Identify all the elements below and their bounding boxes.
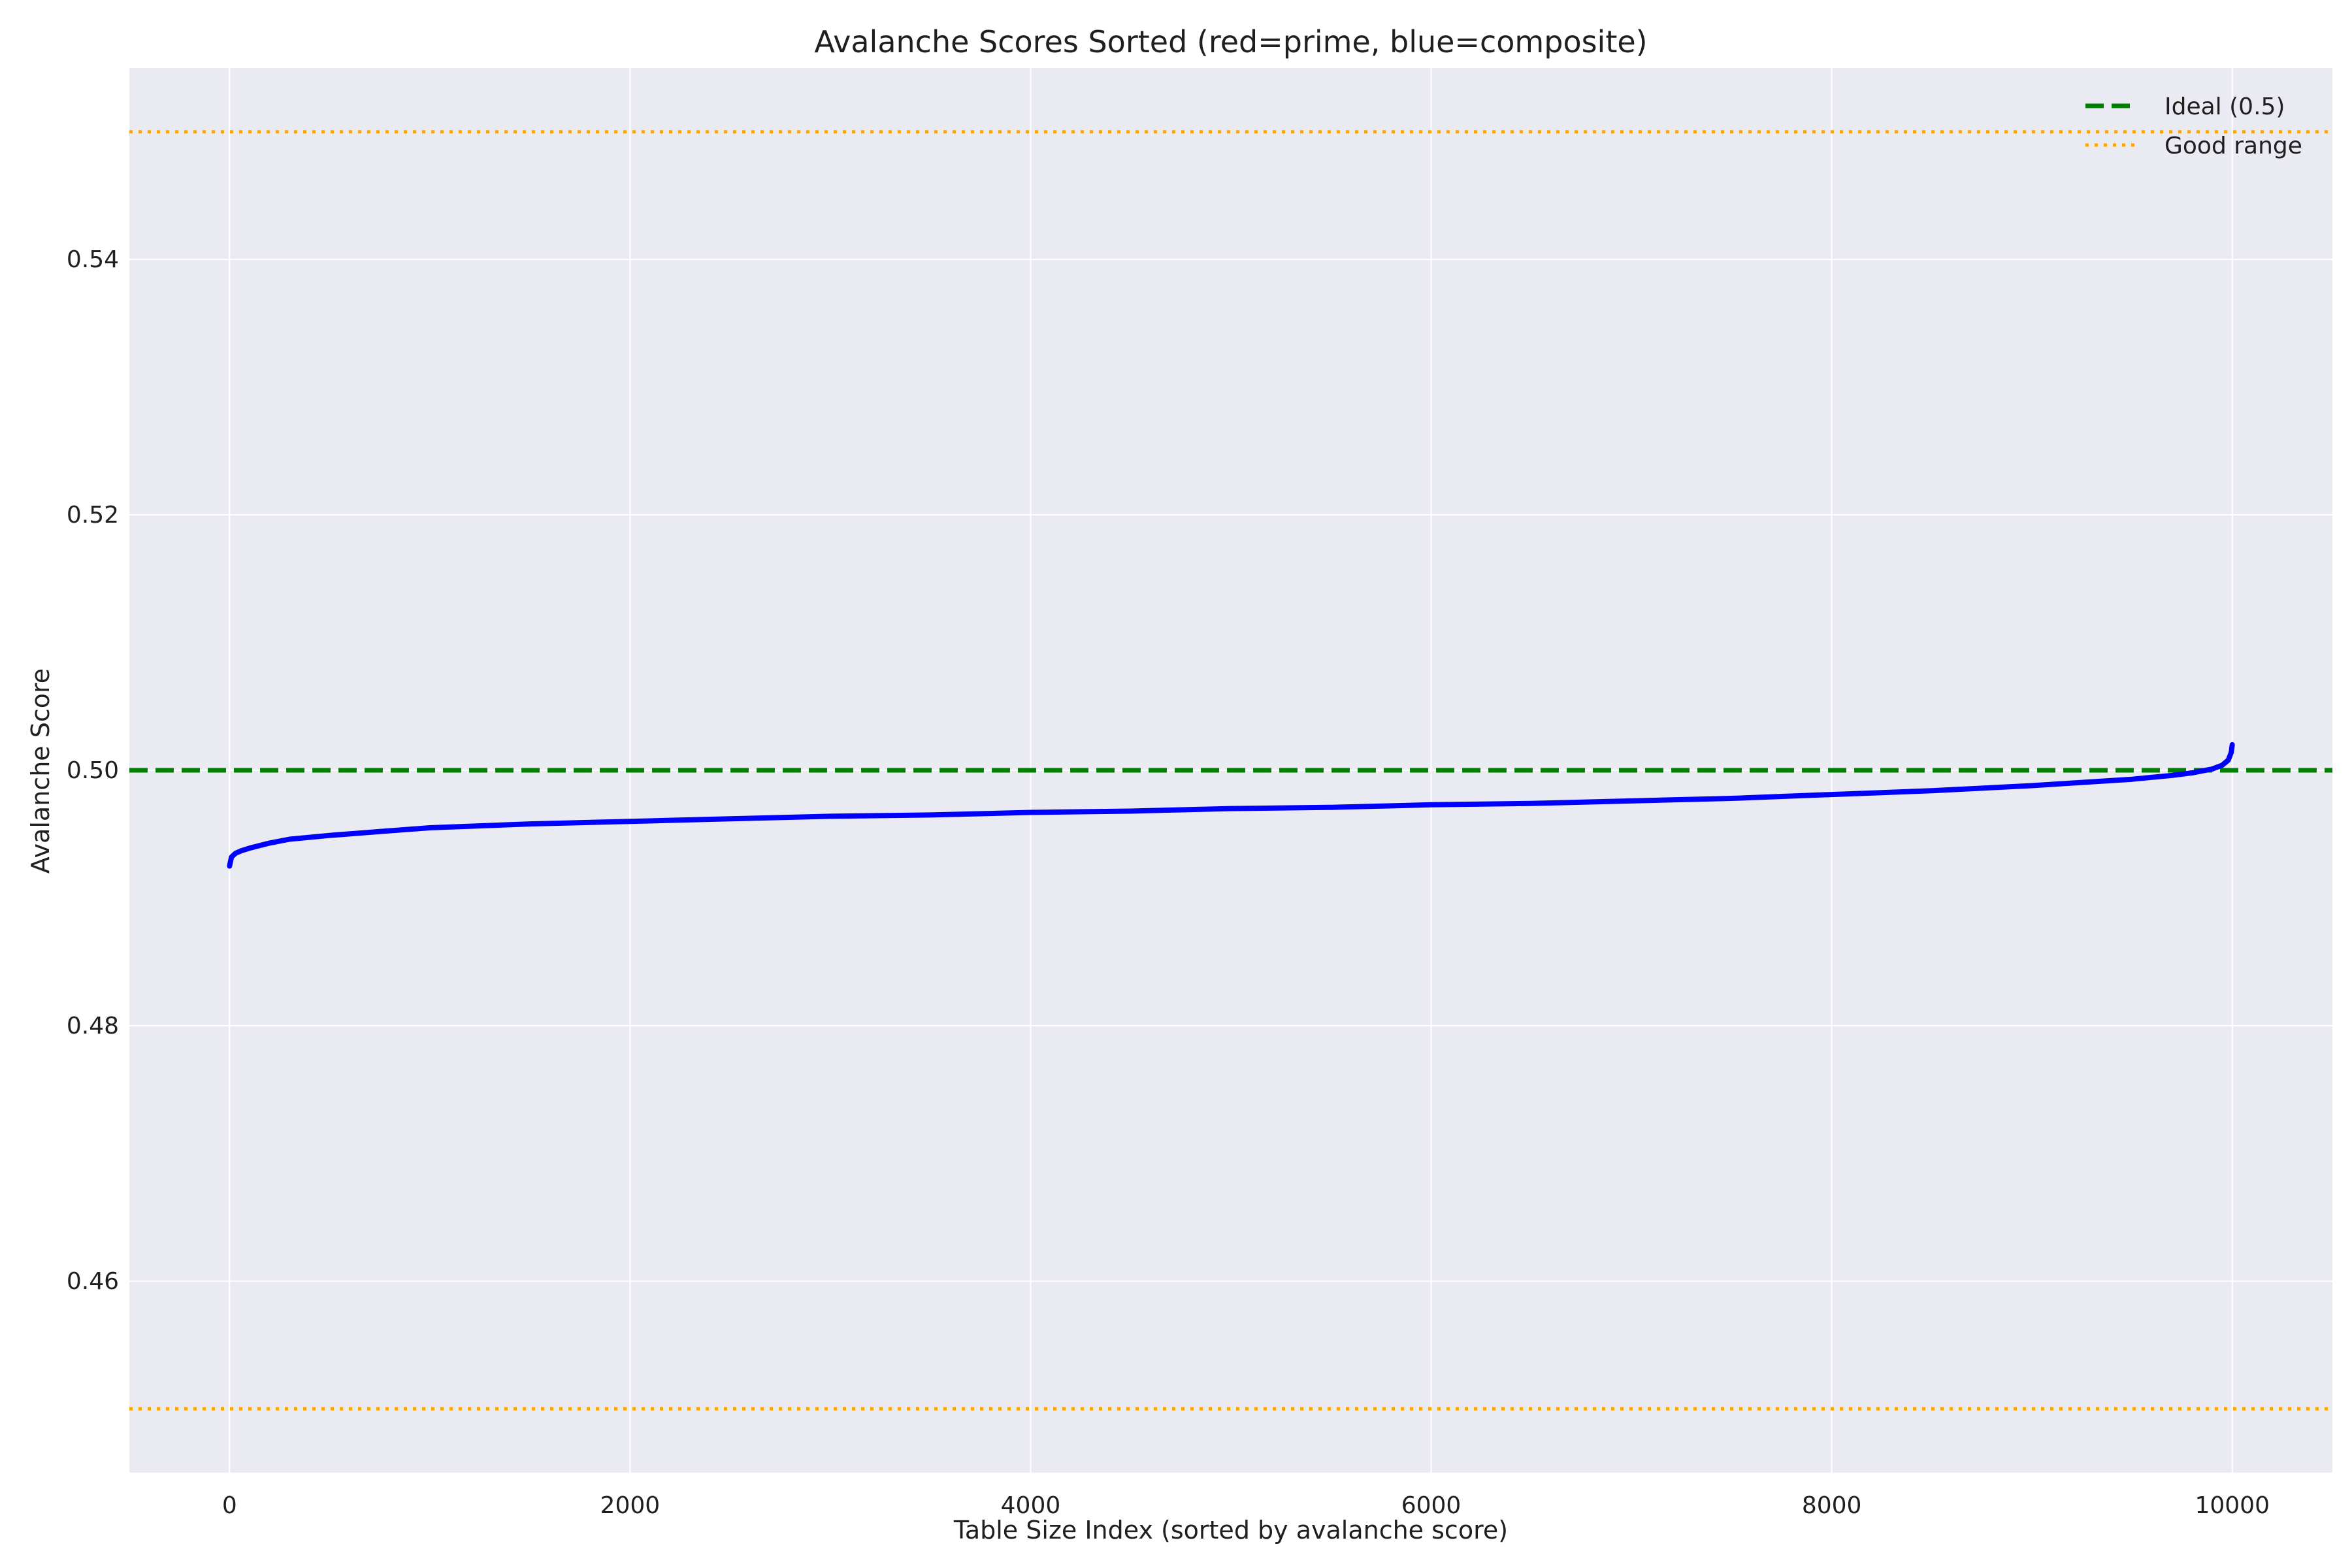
- series-layer: [227, 742, 2235, 869]
- x-tick-label: 6000: [1401, 1492, 1462, 1519]
- y-ticks: 0.46 0.48 0.50 0.52 0.54: [67, 246, 119, 1295]
- y-tick-label: 0.54: [67, 246, 119, 273]
- x-tick-label: 10000: [2195, 1492, 2270, 1519]
- y-tick-label: 0.46: [67, 1268, 119, 1295]
- x-tick-label: 4000: [1001, 1492, 1061, 1519]
- x-ticks: 0 2000 4000 6000 8000 10000: [222, 1492, 2270, 1519]
- x-axis-label: Table Size Index (sorted by avalanche sc…: [953, 1516, 1508, 1544]
- legend-ideal-label: Ideal (0.5): [2164, 93, 2285, 120]
- y-tick-label: 0.48: [67, 1013, 119, 1039]
- y-axis-label: Avalanche Score: [26, 668, 55, 874]
- chart-title: Avalanche Scores Sorted (red=prime, blue…: [814, 24, 1647, 59]
- legend: Ideal (0.5) Good range: [2085, 93, 2302, 159]
- legend-good-range-label: Good range: [2164, 133, 2302, 159]
- y-tick-label: 0.52: [67, 502, 119, 529]
- x-tick-label: 0: [222, 1492, 237, 1519]
- y-tick-label: 0.50: [67, 757, 119, 784]
- avalanche-score-line: [227, 742, 2235, 869]
- reference-lines: [129, 130, 2332, 1411]
- x-tick-label: 8000: [1802, 1492, 1862, 1519]
- x-tick-label: 2000: [600, 1492, 661, 1519]
